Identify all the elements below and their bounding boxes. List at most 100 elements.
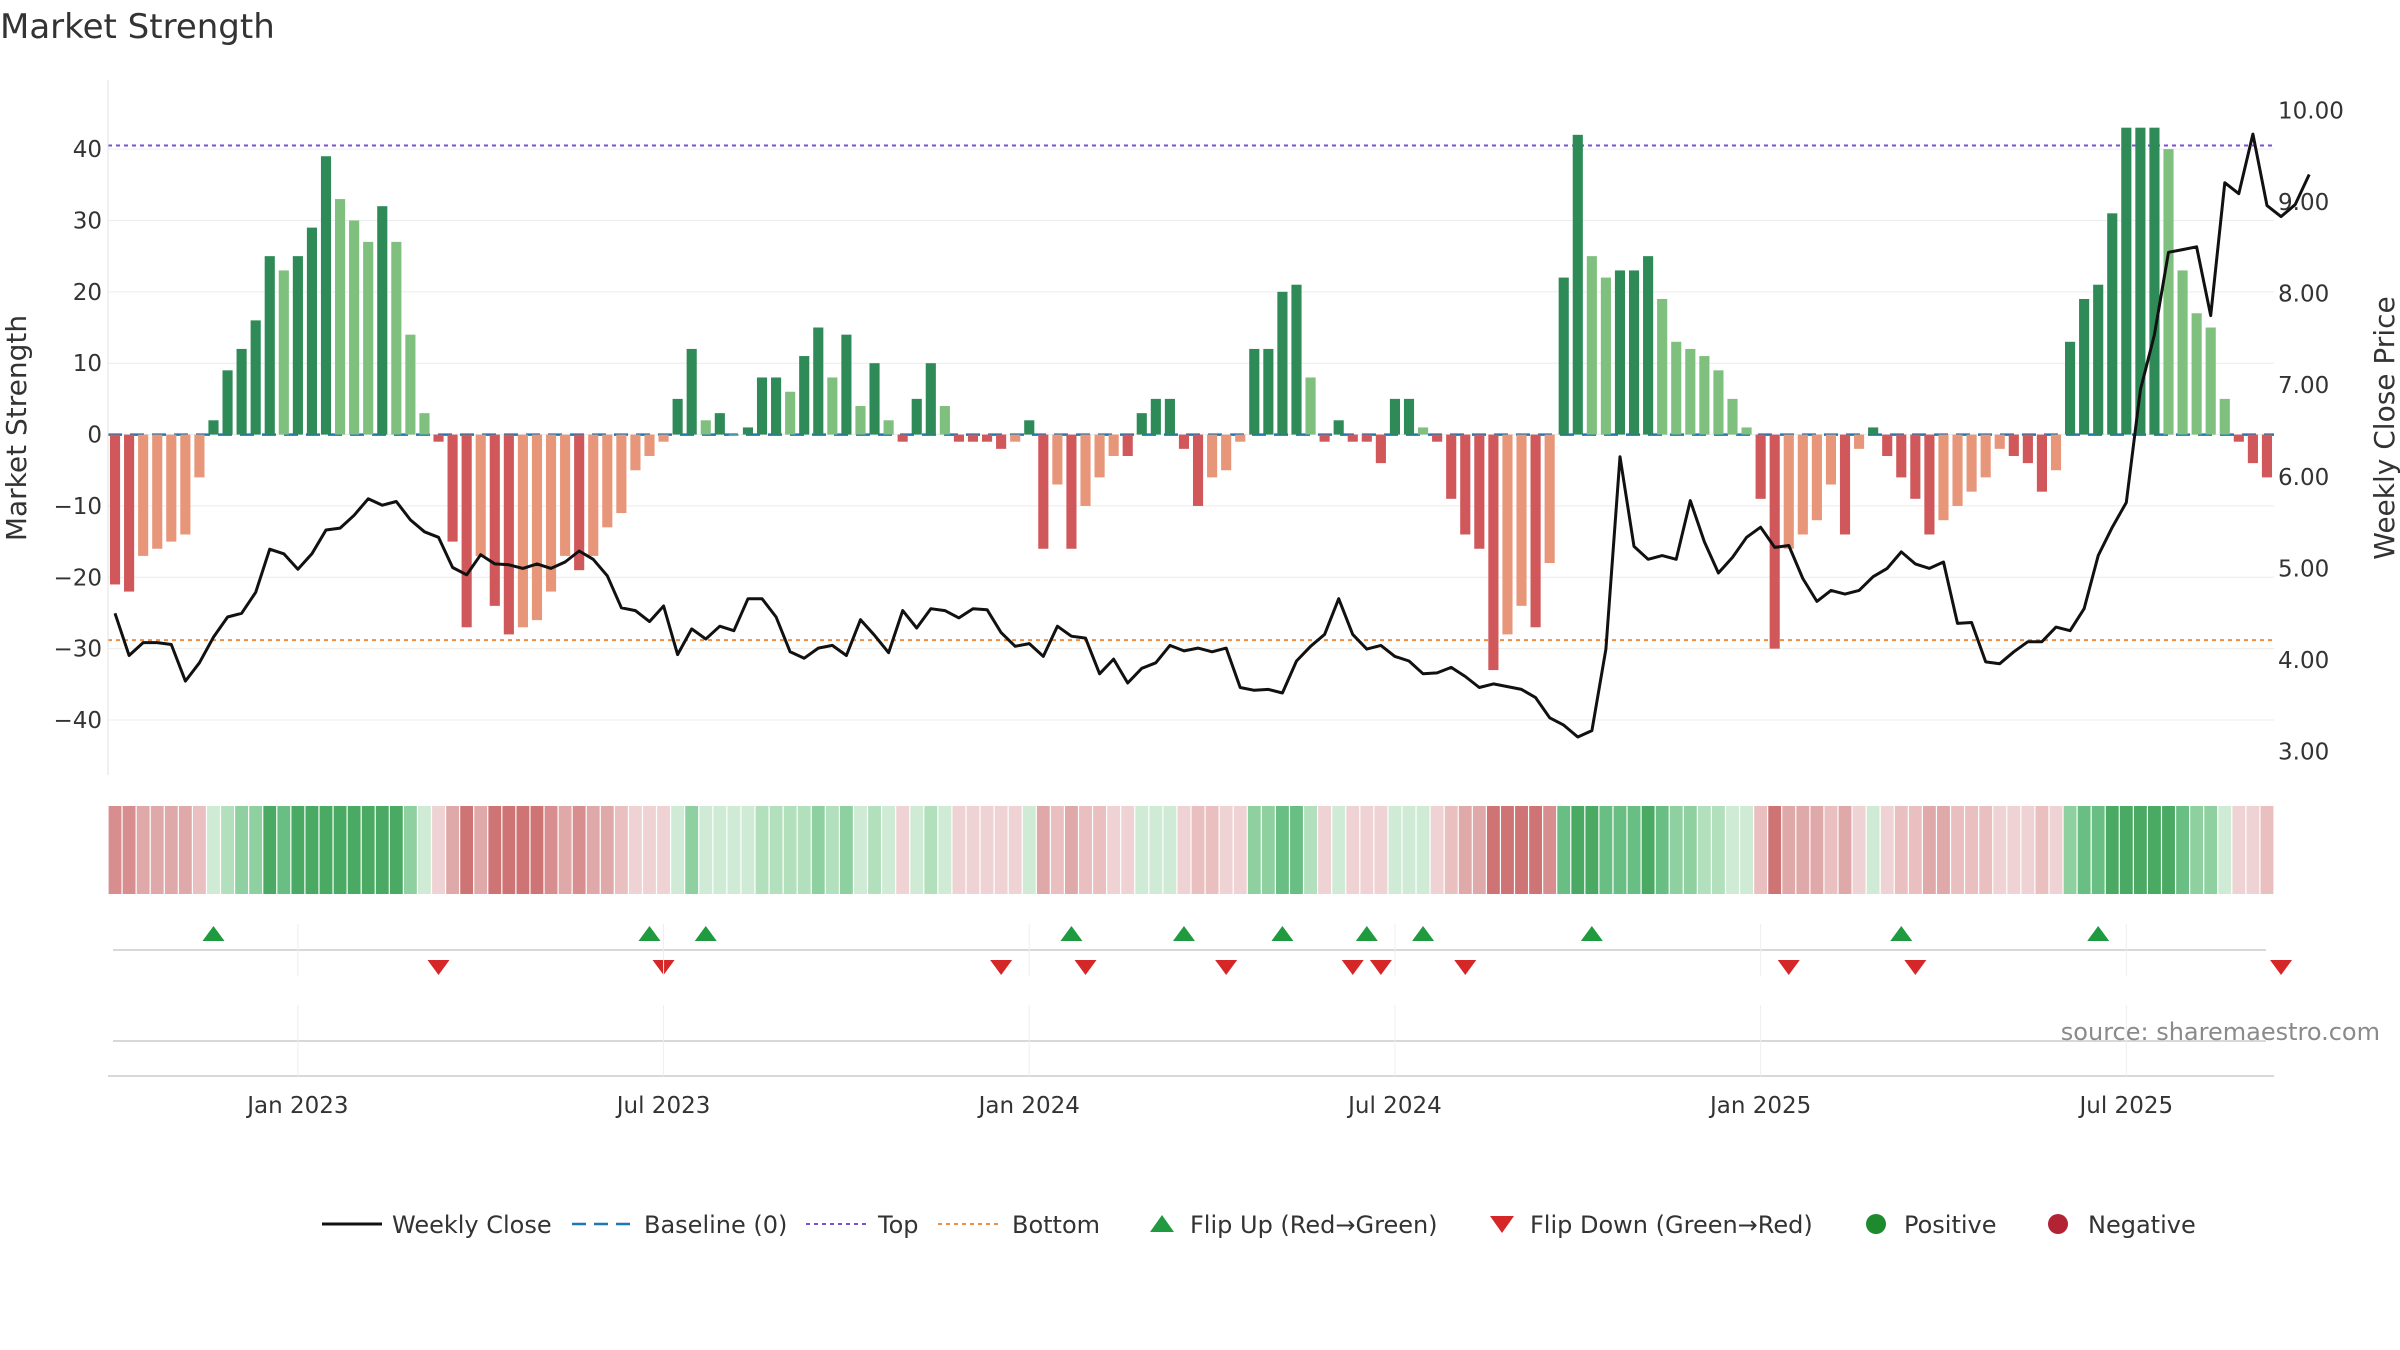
strength-bar (1432, 434, 1443, 442)
strength-bar (335, 199, 346, 435)
strength-bar (1713, 370, 1724, 435)
strip-cell (1908, 806, 1922, 894)
strip-cell (1571, 806, 1585, 894)
strength-bar (1333, 420, 1344, 435)
strip-cell (924, 806, 938, 894)
strength-bar (939, 406, 950, 435)
flip-up-marker (1271, 926, 1294, 941)
strip-cell (1613, 806, 1627, 894)
strip-cell (2063, 806, 2077, 894)
x-tick-label: Jan 2023 (245, 1093, 348, 1119)
strip-cell (1036, 806, 1050, 894)
strength-bar (1755, 434, 1766, 499)
strength-bar (447, 434, 458, 542)
strip-cell (1641, 806, 1655, 894)
strength-bar (1628, 270, 1640, 435)
strip-cell (1796, 806, 1810, 894)
strip-cell (446, 806, 460, 894)
strength-bar (1347, 434, 1358, 442)
strip-cell (1290, 806, 1303, 894)
strip-cell (1979, 806, 1993, 894)
strip-cell (333, 806, 347, 894)
flip-up-marker (1355, 926, 1378, 941)
strength-bar (1192, 434, 1204, 506)
strength-bar (377, 206, 388, 435)
strip-cell (1149, 806, 1163, 894)
strip-cell (432, 806, 445, 894)
y-left-tick-label: −40 (53, 708, 102, 734)
strength-bar (1389, 398, 1401, 435)
strength-bar (1150, 398, 1161, 435)
x-tick-label: Jul 2024 (1346, 1093, 1442, 1119)
y-right-tick-label: 3.00 (2278, 740, 2329, 766)
strength-bar (1952, 434, 1963, 506)
x-tick-label: Jul 2025 (2078, 1093, 2174, 1119)
axes: 40 30 20 10 0 −10 −20 −30 −40 10.00 9.00 8.00 7.00 6.… (53, 80, 2344, 775)
strip-cell (839, 806, 853, 894)
strength-bar (1882, 434, 1893, 456)
strip-cell (2246, 806, 2260, 894)
strip-cell (418, 806, 431, 894)
strip-cell (1880, 806, 1894, 894)
strip-cell (1501, 806, 1514, 894)
strip-cell (1852, 806, 1866, 894)
strip-cell (572, 806, 586, 894)
strip-cell (1529, 806, 1543, 894)
strength-bar (292, 256, 303, 435)
strip-cell (1740, 806, 1753, 894)
strip-cell (854, 806, 867, 894)
strip-cell (488, 806, 502, 894)
strip-cell (1655, 806, 1669, 894)
strip-cell (2133, 806, 2147, 894)
strength-bar (756, 377, 768, 435)
strength-bar (2205, 327, 2216, 435)
strip-cell (108, 806, 122, 894)
strength-bar (1769, 434, 1780, 649)
strength-bar (306, 227, 318, 435)
y-right-tick-label: 9.00 (2278, 190, 2329, 216)
strip-cell (1065, 806, 1078, 894)
strip-cell (966, 806, 980, 894)
strength-bar (545, 434, 557, 592)
strip-cell (1107, 806, 1121, 894)
flip-down-marker (427, 960, 450, 975)
strip-cell (1951, 806, 1964, 894)
flip-down-marker (1215, 960, 1238, 975)
strength-bar (1136, 413, 1147, 435)
strength-bar (1178, 434, 1190, 449)
strip-cell (1247, 806, 1261, 894)
strength-bar (180, 434, 191, 535)
strip-cell (1965, 806, 1979, 894)
strip-cell (502, 806, 516, 894)
reference-lines (108, 144, 2274, 642)
strip-cell (1093, 806, 1107, 894)
legend-circle-icon (2048, 1214, 2068, 1234)
strip-cell (741, 806, 755, 894)
strength-bar (2233, 434, 2244, 442)
strip-cell (1135, 806, 1149, 894)
strength-bar (672, 398, 683, 435)
strength-bar (1094, 434, 1105, 478)
y-left-tick-label: 30 (73, 208, 102, 234)
strength-bar (616, 434, 627, 514)
strip-cell (1430, 806, 1444, 894)
strip-cell (1233, 806, 1247, 894)
strip-cell (952, 806, 966, 894)
strip-cell (1824, 806, 1838, 894)
strip-cell (2190, 806, 2204, 894)
y-left-tick-label: 40 (73, 137, 102, 163)
strength-bar (489, 434, 500, 606)
strip-cell (277, 806, 291, 894)
strip-cell (1261, 806, 1275, 894)
strength-bar (742, 427, 754, 435)
strength-bar (250, 320, 261, 435)
strip-cell (1894, 806, 1908, 894)
strip-cell (192, 806, 206, 894)
flip-up-marker (1412, 926, 1435, 941)
strip-cell (1712, 806, 1725, 894)
flip-down-marker (1341, 960, 1364, 975)
strip-cell (2007, 806, 2021, 894)
strip-cell (1346, 806, 1360, 894)
strip-cell (783, 806, 797, 894)
strip-cell (207, 806, 220, 894)
